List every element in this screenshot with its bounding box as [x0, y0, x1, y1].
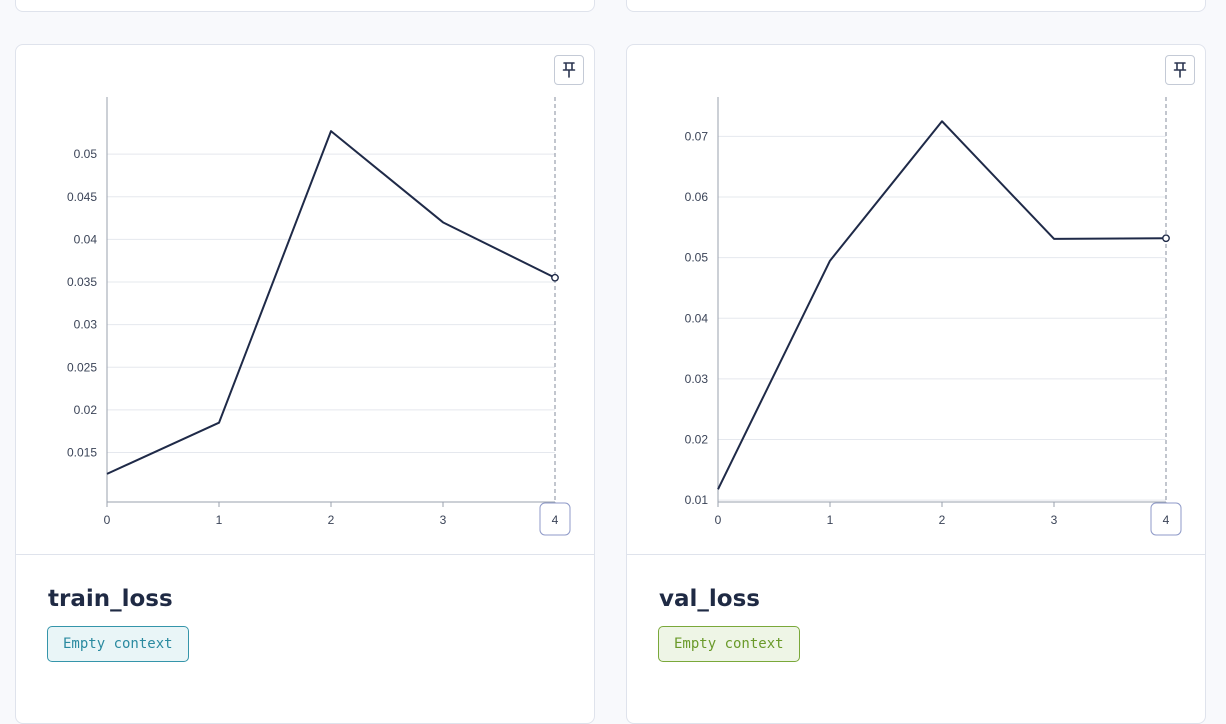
pin-button[interactable]: [1165, 55, 1195, 85]
x-tick-label: 0: [715, 513, 722, 527]
context-badge[interactable]: Empty context: [658, 626, 800, 662]
y-tick-label: 0.03: [685, 372, 709, 386]
card-divider: [16, 554, 594, 555]
line-chart[interactable]: 0.015 0.02 0.025 0.03 0.035 0.04 0.045 0.05 0 1 2 3…: [16, 45, 596, 545]
y-tick-label: 0.01: [685, 493, 709, 507]
metric-title: train_loss: [48, 586, 173, 612]
y-tick-label: 0.04: [685, 311, 709, 325]
previous-card-left: [15, 0, 595, 12]
pin-button[interactable]: [554, 55, 584, 85]
y-tick-label: 0.02: [685, 433, 709, 447]
metric-card-train-loss: 0.015 0.02 0.025 0.03 0.035 0.04 0.045 0.05 0 1 2 3…: [15, 44, 595, 724]
x-tick-label: 1: [216, 513, 223, 527]
series-line: [106, 130, 556, 475]
y-tick-label: 0.03: [74, 318, 98, 332]
hover-x-label-box: [539, 502, 571, 536]
context-badge[interactable]: Empty context: [47, 626, 189, 662]
hover-point: [1162, 234, 1170, 243]
x-tick-label: 2: [939, 513, 946, 527]
x-tick-label: 3: [440, 513, 447, 527]
pin-icon: [1173, 62, 1187, 78]
x-tick-label: 2: [328, 513, 335, 527]
y-tick-label: 0.045: [67, 190, 97, 204]
x-tick-label: 0: [104, 513, 111, 527]
line-chart[interactable]: 0.01 0.02 0.03 0.04 0.05 0.06 0.07 0 1 2 3 4: [627, 45, 1207, 545]
card-divider: [627, 554, 1205, 555]
hover-x-label: 4: [1163, 513, 1170, 527]
y-tick-label: 0.04: [74, 232, 98, 246]
metric-card-val-loss: 0.01 0.02 0.03 0.04 0.05 0.06 0.07 0 1 2 3 4 val_lo…: [626, 44, 1206, 724]
y-tick-label: 0.07: [685, 129, 709, 143]
y-tick-label: 0.05: [685, 251, 709, 265]
hover-x-label: 4: [552, 513, 559, 527]
pin-icon: [562, 62, 576, 78]
hover-point: [551, 273, 559, 282]
y-tick-label: 0.025: [67, 360, 97, 374]
x-tick-label: 1: [827, 513, 834, 527]
x-tick-label: 3: [1051, 513, 1058, 527]
y-tick-label: 0.02: [74, 403, 98, 417]
metric-title: val_loss: [659, 586, 760, 612]
previous-card-right: [626, 0, 1206, 12]
hover-x-label-box: [1150, 502, 1182, 536]
y-tick-label: 0.05: [74, 147, 98, 161]
y-tick-label: 0.035: [67, 275, 97, 289]
y-tick-label: 0.06: [685, 190, 709, 204]
y-tick-label: 0.015: [67, 446, 97, 460]
series-line: [717, 120, 1167, 490]
